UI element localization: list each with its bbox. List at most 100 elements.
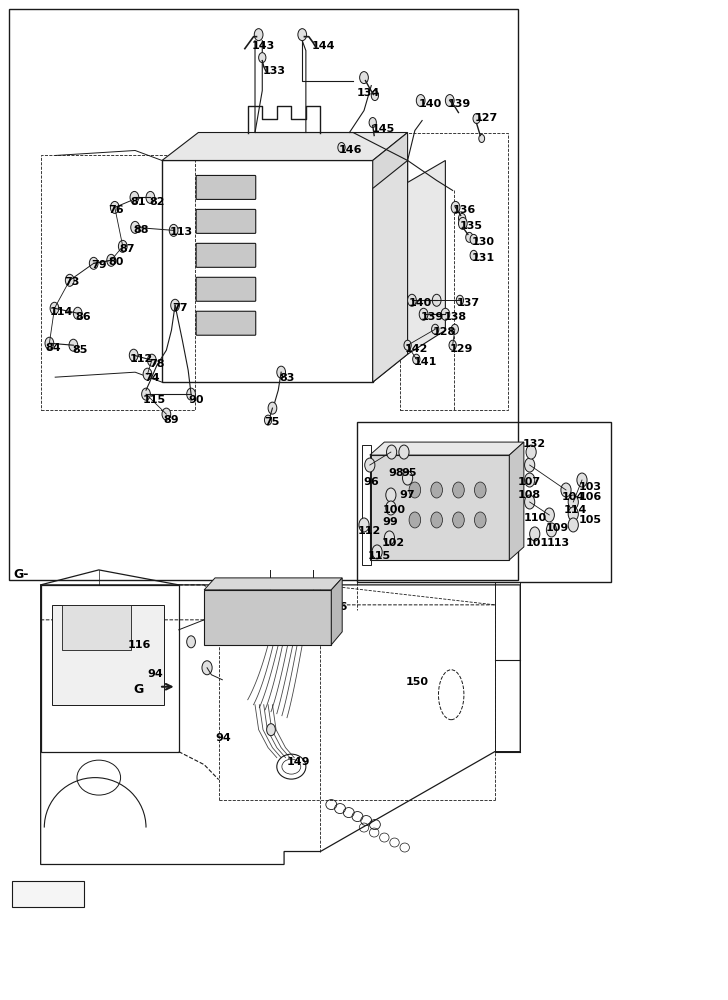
Polygon shape	[408, 160, 446, 354]
Text: 140: 140	[419, 99, 442, 109]
Text: 81: 81	[130, 197, 146, 207]
Circle shape	[338, 142, 345, 152]
Text: 94: 94	[215, 733, 232, 743]
Text: 78: 78	[150, 359, 165, 369]
Circle shape	[525, 473, 535, 487]
Circle shape	[386, 488, 396, 502]
FancyBboxPatch shape	[196, 243, 256, 267]
Polygon shape	[204, 578, 342, 590]
Circle shape	[441, 308, 450, 320]
Text: 76: 76	[108, 205, 124, 215]
Circle shape	[473, 114, 480, 124]
Circle shape	[470, 250, 478, 260]
Polygon shape	[331, 578, 342, 645]
Circle shape	[131, 221, 140, 233]
Polygon shape	[510, 442, 524, 560]
Bar	[63, 605, 132, 650]
Circle shape	[107, 254, 116, 266]
Circle shape	[130, 191, 139, 203]
Text: 108: 108	[518, 490, 541, 500]
Circle shape	[451, 324, 459, 334]
Circle shape	[74, 307, 82, 319]
Circle shape	[404, 340, 411, 350]
Text: 83: 83	[279, 373, 294, 383]
Circle shape	[186, 636, 195, 648]
Text: 79: 79	[91, 260, 106, 270]
Text: 84: 84	[46, 343, 61, 353]
Circle shape	[142, 388, 151, 400]
Text: 131: 131	[472, 253, 494, 263]
Text: 107: 107	[518, 477, 541, 487]
Circle shape	[359, 518, 369, 532]
Text: 150: 150	[406, 677, 429, 687]
Text: 133: 133	[262, 66, 285, 76]
Text: 144: 144	[312, 41, 335, 51]
Circle shape	[266, 724, 275, 736]
Text: 127: 127	[475, 113, 499, 123]
Text: 89: 89	[164, 415, 179, 425]
Text: 106: 106	[578, 492, 601, 502]
FancyBboxPatch shape	[12, 881, 84, 907]
Circle shape	[365, 458, 375, 472]
Circle shape	[453, 512, 464, 528]
Text: 116: 116	[215, 602, 238, 612]
Circle shape	[545, 508, 555, 522]
Circle shape	[403, 471, 413, 485]
Circle shape	[387, 445, 397, 459]
Circle shape	[475, 512, 486, 528]
Circle shape	[568, 507, 578, 521]
Bar	[9, 9, 518, 580]
Text: 146: 146	[339, 145, 362, 155]
Text: 141: 141	[414, 357, 437, 367]
Circle shape	[170, 224, 178, 236]
Text: 98: 98	[388, 468, 403, 478]
Bar	[495, 582, 521, 752]
Text: 136: 136	[453, 205, 476, 215]
Circle shape	[130, 349, 138, 361]
Circle shape	[456, 295, 464, 305]
Bar	[41, 155, 194, 410]
Circle shape	[470, 234, 478, 244]
Circle shape	[254, 29, 263, 41]
Text: 143: 143	[251, 41, 274, 51]
Circle shape	[449, 340, 456, 350]
Circle shape	[547, 523, 556, 537]
FancyBboxPatch shape	[196, 175, 256, 199]
Polygon shape	[370, 442, 524, 455]
Text: 130: 130	[472, 237, 494, 247]
Circle shape	[186, 388, 195, 400]
Text: 132: 132	[523, 439, 545, 449]
Circle shape	[371, 91, 379, 101]
Text: 74: 74	[145, 373, 160, 383]
Text: 77: 77	[173, 303, 188, 313]
Text: 109: 109	[546, 523, 569, 533]
Text: 80: 80	[108, 257, 124, 267]
Text: 100: 100	[383, 505, 406, 515]
Text: 88: 88	[133, 225, 149, 235]
Circle shape	[432, 324, 439, 334]
Text: 102: 102	[381, 538, 405, 548]
Text: 105: 105	[578, 515, 601, 525]
Text: 149: 149	[287, 757, 310, 767]
Text: 135: 135	[460, 221, 483, 231]
Circle shape	[45, 337, 54, 349]
Text: 114: 114	[50, 307, 74, 317]
Circle shape	[148, 354, 157, 366]
Text: 96: 96	[363, 477, 379, 487]
Text: 87: 87	[119, 244, 135, 254]
Circle shape	[419, 308, 428, 320]
Text: 104: 104	[561, 492, 585, 502]
Circle shape	[408, 294, 416, 306]
Text: 116: 116	[325, 602, 348, 612]
Text: 113: 113	[170, 227, 192, 237]
Circle shape	[69, 339, 78, 351]
Circle shape	[384, 531, 395, 545]
Circle shape	[577, 473, 587, 487]
Text: 90: 90	[188, 395, 204, 405]
Circle shape	[143, 368, 152, 380]
Circle shape	[459, 217, 467, 229]
Circle shape	[413, 354, 420, 364]
Circle shape	[202, 661, 212, 675]
Text: 114: 114	[563, 505, 587, 515]
Circle shape	[162, 408, 171, 420]
